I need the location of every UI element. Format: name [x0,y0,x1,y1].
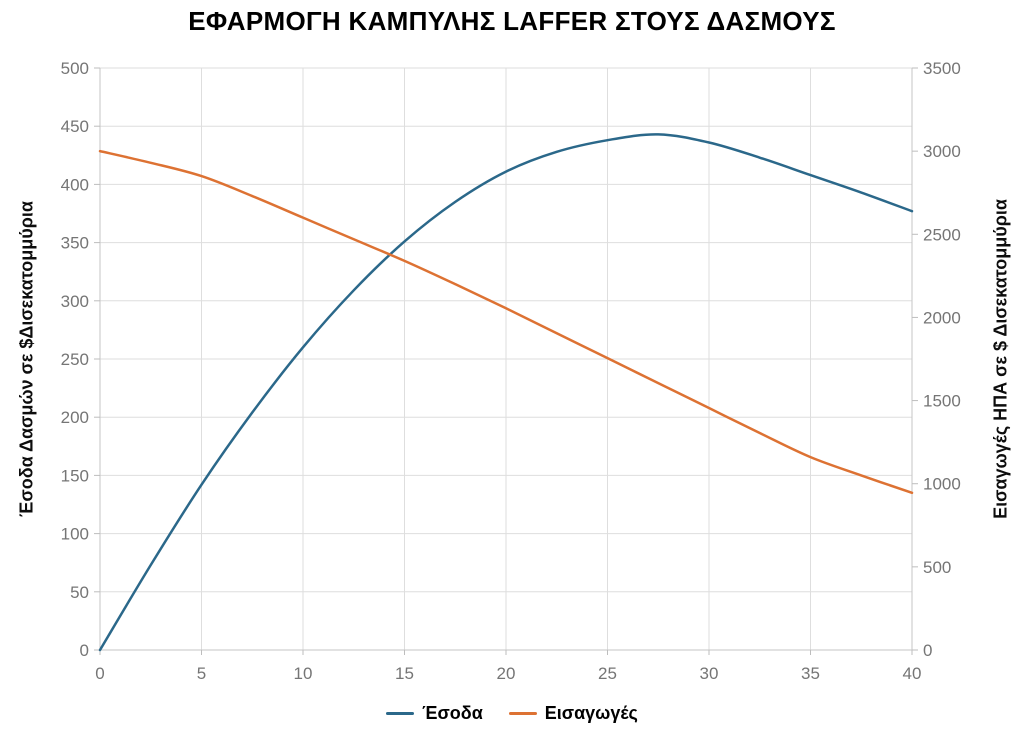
left-tick-label: 450 [61,117,89,136]
x-tick-label: 40 [903,664,922,683]
x-tick-label: 0 [95,664,104,683]
right-tick-label: 500 [923,558,951,577]
left-tick-label: 0 [80,641,89,660]
right-tick-label: 1000 [923,475,961,494]
right-tick-label: 3500 [923,59,961,78]
left-tick-label: 150 [61,466,89,485]
right-tick-label: 1500 [923,392,961,411]
left-tick-label: 500 [61,59,89,78]
left-tick-label: 350 [61,234,89,253]
imports-line-swatch [508,712,537,715]
right-tick-label: 2500 [923,225,961,244]
legend: Έσοδα Εισαγωγές [0,703,1024,724]
left-tick-label: 100 [61,525,89,544]
x-tick-label: 20 [497,664,516,683]
revenue-line-swatch [386,712,415,715]
x-tick-label: 10 [294,664,313,683]
left-tick-label: 50 [70,583,89,602]
legend-item-imports: Εισαγωγές [508,703,638,724]
right-tick-label: 0 [923,641,932,660]
x-tick-label: 35 [801,664,820,683]
imports-line [98,149,914,495]
right-axis-title: Εισαγωγές ΗΠΑ σε $ Δισεκατομμύρια [990,199,1011,519]
chart-title: ΕΦΑΡΜΟΓΗ ΚΑΜΠΥΛΗΣ LAFFER ΣΤΟΥΣ ΔΑΣΜΟΥΣ [188,6,836,36]
left-tick-label: 400 [61,175,89,194]
legend-label-revenue: Έσοδα [422,703,483,723]
x-tick-label: 30 [700,664,719,683]
revenue-line [98,133,914,652]
left-tick-label: 250 [61,350,89,369]
x-tick-label: 25 [598,664,617,683]
left-tick-label: 200 [61,408,89,427]
legend-item-revenue: Έσοδα [386,703,483,724]
right-tick-label: 3000 [923,142,961,161]
legend-label-imports: Εισαγωγές [544,703,638,723]
x-tick-label: 15 [395,664,414,683]
left-axis-title: Έσοδα Δασμών σε $Δισεκατομμύρια [16,201,37,517]
x-tick-label: 5 [197,664,206,683]
left-tick-label: 300 [61,292,89,311]
right-tick-label: 2000 [923,308,961,327]
